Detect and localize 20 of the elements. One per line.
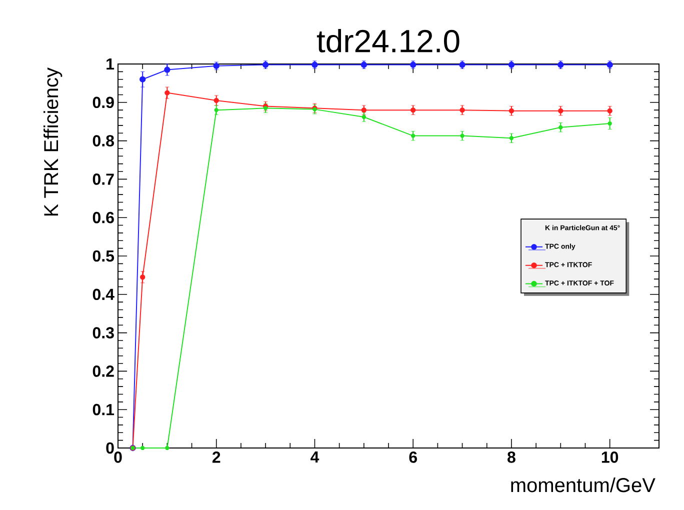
y-tick-label: 0.8 (92, 135, 114, 146)
x-tick-label: 10 (602, 452, 618, 463)
y-tick-label: 0.6 (92, 212, 114, 224)
x-tick-label: 0 (114, 452, 122, 463)
y-tick-label: 0.7 (92, 174, 114, 185)
y-tick-label: 0.3 (92, 327, 114, 338)
x-tick-label: 6 (409, 452, 417, 463)
y-tick-label: 0.2 (92, 366, 114, 377)
y-tick-label: 1 (106, 58, 114, 70)
y-tick-label: 0.9 (92, 96, 114, 108)
x-tick-label: 8 (508, 452, 516, 463)
x-axis-title: momentum/GeV (511, 478, 656, 492)
chart-title: tdr24.12.0 (316, 29, 460, 52)
y-tick-label: 0.1 (92, 404, 114, 416)
x-tick-label: 4 (310, 452, 320, 463)
y-tick-label: 0 (106, 442, 114, 454)
y-tick-label: 0.4 (92, 288, 114, 300)
x-tick-label: 2 (212, 452, 220, 463)
y-tick-label: 0.5 (92, 250, 114, 262)
y-axis-title: K TRK Efficiency (44, 68, 62, 216)
